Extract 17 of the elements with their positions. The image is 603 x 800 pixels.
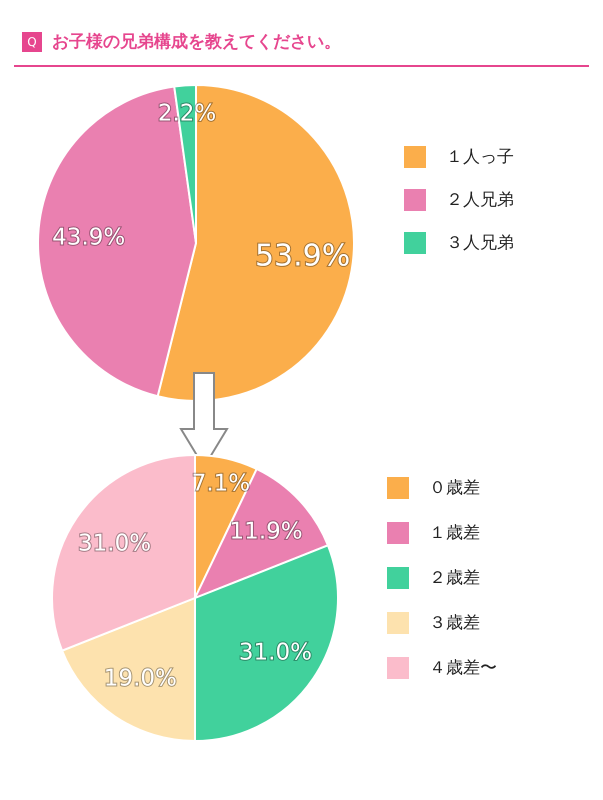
legend-label: ３人兄弟: [446, 232, 514, 254]
legend-label: ３歳差: [429, 612, 480, 634]
legend-label: １人っ子: [446, 146, 514, 168]
legend-label: ０歳差: [429, 477, 480, 499]
legend-label: ２人兄弟: [446, 189, 514, 211]
legend-label: ４歳差〜: [429, 657, 497, 679]
data-label: 19.0%: [104, 665, 177, 692]
text: Q: [22, 32, 42, 52]
legend-label: ２歳差: [429, 567, 480, 589]
legend-label: １歳差: [429, 522, 480, 544]
data-label: 11.9%: [230, 518, 303, 545]
data-label: 43.9%: [52, 224, 126, 250]
chart-title: お子様の兄弟構成を教えてください。: [52, 31, 341, 53]
data-label: 2.2%: [158, 100, 216, 127]
data-label: 31.0%: [78, 530, 152, 556]
data-label: 53.9%: [254, 238, 350, 274]
data-label: 31.0%: [238, 640, 312, 666]
